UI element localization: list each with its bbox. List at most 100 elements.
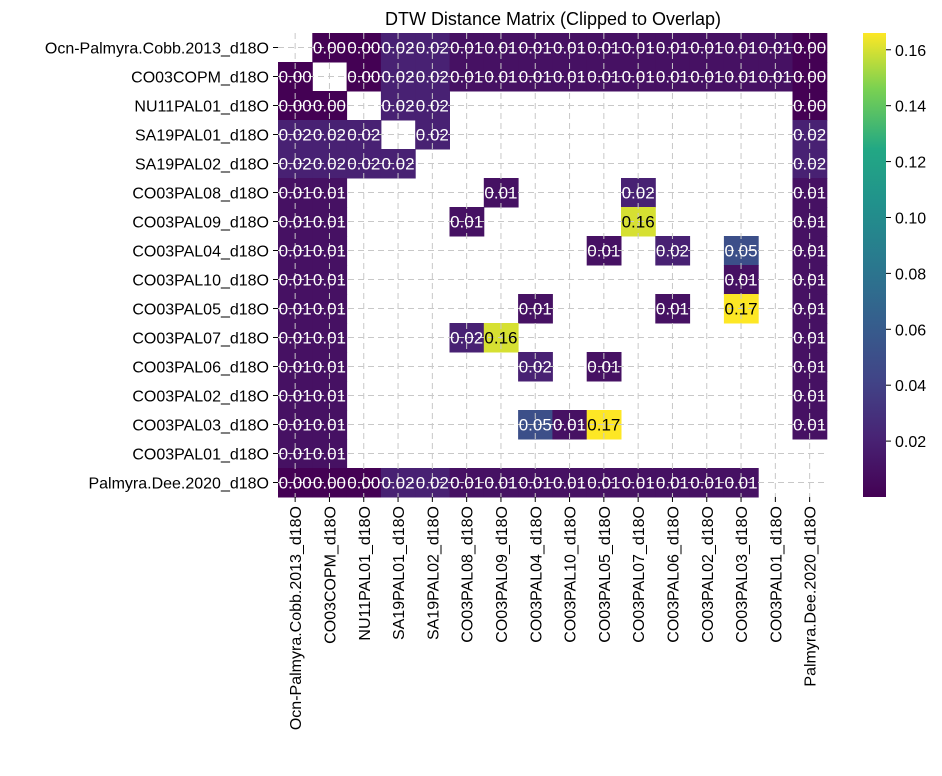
x-tick-label: Ocn-Palmyra.Cobb.2013_d18O	[288, 506, 305, 730]
cell-value-label: 0.01	[656, 300, 689, 319]
cell-value-label: 0.02	[793, 126, 826, 145]
cell-value-label: 0.01	[587, 39, 620, 58]
cell-value-label: 0.01	[587, 68, 620, 87]
x-tick-label: CO03PAL10_d18O	[563, 506, 580, 643]
cell-value-label: 0.02	[382, 97, 415, 116]
x-tick-label: CO03PAL05_d18O	[597, 506, 614, 643]
cell-value-label: 0.02	[416, 68, 449, 87]
cell-value-label: 0.01	[313, 416, 346, 435]
colorbar-tick-label: 0.02	[895, 434, 926, 451]
cell-value-label: 0.01	[450, 213, 483, 232]
cell-value-label: 0.02	[656, 242, 689, 261]
x-tick-label: SA19PAL02_d18O	[425, 506, 442, 640]
cell-value-label: 0.01	[450, 474, 483, 493]
x-tick-label: CO03PAL09_d18O	[494, 506, 511, 643]
x-tick-label: NU11PAL01_d18O	[357, 506, 374, 641]
cell-value-label: 0.00	[313, 39, 346, 58]
cell-value-label: 0.01	[313, 300, 346, 319]
cell-value-label: 0.01	[793, 329, 826, 348]
cell-value-label: 0.01	[279, 271, 312, 290]
y-tick-label: CO03PAL08_d18O	[132, 186, 269, 203]
cell-value-label: 0.01	[450, 68, 483, 87]
cell-value-label: 0.01	[279, 445, 312, 464]
cell-value-label: 0.01	[793, 242, 826, 261]
x-tick-label: CO03PAL06_d18O	[665, 506, 682, 643]
colorbar-tick-label: 0.10	[895, 210, 926, 227]
x-tick-label: SA19PAL01_d18O	[391, 506, 408, 640]
colorbar-tick-label: 0.16	[895, 43, 926, 60]
cell-value-label: 0.02	[382, 474, 415, 493]
cell-value-label: 0.01	[519, 474, 552, 493]
y-tick-label: CO03PAL01_d18O	[132, 447, 269, 464]
cell-value-label: 0.02	[347, 155, 380, 174]
cell-value-label: 0.02	[450, 329, 483, 348]
cell-value-label: 0.02	[519, 358, 552, 377]
cell-value-label: 0.01	[450, 39, 483, 58]
y-tick-label: SA19PAL02_d18O	[135, 157, 269, 174]
colorbar-tick-label: 0.12	[895, 155, 926, 172]
cell-value-label: 0.02	[279, 126, 312, 145]
y-tick-label: NU11PAL01_d18O	[134, 99, 269, 116]
cell-value-label: 0.01	[690, 474, 723, 493]
y-tick-label: CO03PAL03_d18O	[132, 418, 269, 435]
cell-value-label: 0.02	[416, 126, 449, 145]
cell-value-label: 0.17	[725, 300, 758, 319]
colorbar-tick-label: 0.04	[895, 378, 926, 395]
cell-value-label: 0.02	[382, 155, 415, 174]
cell-value-label: 0.01	[279, 213, 312, 232]
cell-value-label: 0.01	[793, 184, 826, 203]
cell-value-label: 0.00	[313, 474, 346, 493]
cell-value-label: 0.01	[313, 271, 346, 290]
cell-value-label: 0.02	[313, 155, 346, 174]
cell-value-label: 0.01	[656, 39, 689, 58]
cell-value-label: 0.16	[484, 329, 517, 348]
cell-value-label: 0.01	[519, 300, 552, 319]
y-tick-label: Palmyra.Dee.2020_d18O	[88, 476, 269, 493]
cell-value-label: 0.01	[313, 387, 346, 406]
x-tick-label: CO03PAL01_d18O	[768, 506, 785, 643]
y-tick-label: CO03PAL04_d18O	[132, 244, 269, 261]
cell-value-label: 0.01	[793, 387, 826, 406]
cell-value-label: 0.01	[553, 39, 586, 58]
chart-title: DTW Distance Matrix (Clipped to Overlap)	[385, 9, 721, 29]
cell-value-label: 0.01	[759, 39, 792, 58]
y-tick-label: CO03PAL07_d18O	[132, 331, 269, 348]
x-tick-label: CO03PAL08_d18O	[460, 506, 477, 643]
y-tick-label: CO03COPM_d18O	[131, 70, 269, 87]
cell-value-label: 0.01	[484, 474, 517, 493]
cell-value-label: 0.02	[416, 39, 449, 58]
cell-value-label: 0.01	[313, 184, 346, 203]
cell-value-label: 0.01	[622, 39, 655, 58]
x-tick-label: CO03PAL04_d18O	[528, 506, 545, 643]
cell-value-label: 0.02	[382, 39, 415, 58]
cell-value-label: 0.01	[622, 68, 655, 87]
cell-value-label: 0.01	[759, 68, 792, 87]
colorbar: 0.02 0.04 0.06 0.08 0.10 0.12 0.14 0.16	[863, 33, 926, 497]
cell-value-label: 0.02	[622, 184, 655, 203]
cell-value-label: 0.00	[347, 39, 380, 58]
cell-value-label: 0.00	[793, 68, 826, 87]
cell-value-label: 0.17	[587, 416, 620, 435]
cell-value-label: 0.01	[793, 300, 826, 319]
y-tick-label: CO03PAL09_d18O	[132, 215, 269, 232]
x-tick-labels: Ocn-Palmyra.Cobb.2013_d18O CO03COPM_d18O N…	[288, 497, 820, 730]
cell-annotations: 0.00 0.00 0.02 0.02 0.01 0.01 0.01 0.01 0.01 0.01…	[279, 39, 827, 493]
cell-value-label: 0.02	[416, 97, 449, 116]
y-tick-label: CO03PAL06_d18O	[132, 360, 269, 377]
cell-value-label: 0.02	[347, 126, 380, 145]
cell-value-label: 0.01	[793, 271, 826, 290]
colorbar-tick-label: 0.14	[895, 99, 926, 116]
cell-value-label: 0.01	[313, 242, 346, 261]
colorbar-tick-label: 0.06	[895, 322, 926, 339]
cell-value-label: 0.01	[725, 474, 758, 493]
cell-value-label: 0.01	[793, 213, 826, 232]
cell-value-label: 0.01	[484, 184, 517, 203]
cell-value-label: 0.01	[313, 445, 346, 464]
y-tick-label: CO03PAL05_d18O	[132, 302, 269, 319]
cell-value-label: 0.01	[519, 68, 552, 87]
cell-value-label: 0.01	[484, 68, 517, 87]
cell-value-label: 0.01	[553, 416, 586, 435]
cell-value-label: 0.00	[793, 97, 826, 116]
x-tick-label: CO03PAL07_d18O	[631, 506, 648, 643]
cell-value-label: 0.00	[279, 97, 312, 116]
